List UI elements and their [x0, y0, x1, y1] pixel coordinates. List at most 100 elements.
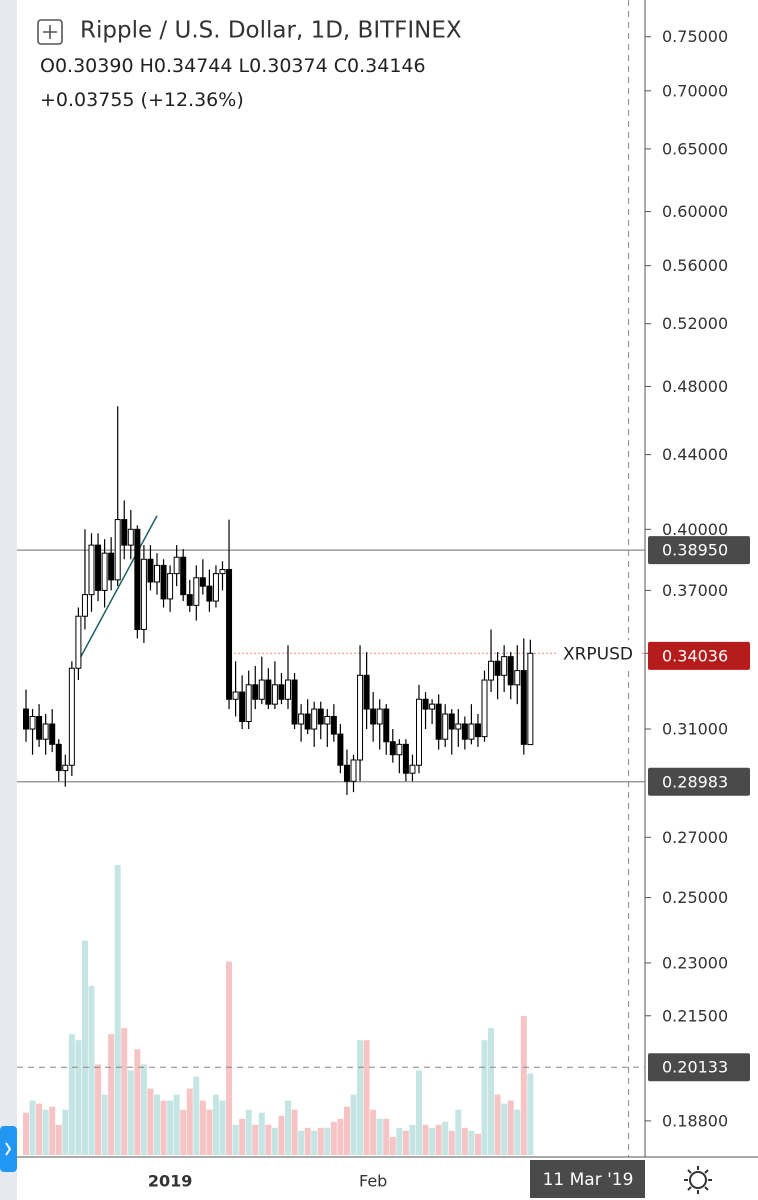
volume-bar — [416, 1070, 422, 1155]
candle-body — [252, 684, 259, 700]
volume-layer — [23, 865, 534, 1155]
crosshair-y-bg — [648, 1053, 750, 1082]
ohlc-key: O — [40, 55, 55, 77]
y-tick-label: 0.25000 — [662, 888, 728, 907]
volume-bar — [448, 1130, 455, 1155]
volume-bar — [271, 1127, 278, 1155]
change-line: +0.03755 (+12.36%) — [40, 89, 244, 111]
candle-body — [429, 703, 436, 710]
candle-body — [501, 656, 508, 676]
candle-body — [226, 568, 233, 700]
volume-bar — [101, 1094, 108, 1155]
volume-bar — [350, 1094, 357, 1155]
volume-bar — [343, 1106, 350, 1155]
volume-bar — [49, 1106, 56, 1155]
y-tick-label: 0.40000 — [662, 520, 728, 539]
tab-arrow — [5, 1142, 12, 1156]
level-label: 0.38950 — [662, 541, 728, 560]
candle-body — [199, 577, 206, 587]
collapse-icon[interactable] — [37, 19, 63, 45]
candle-body — [114, 519, 121, 581]
candle-body — [95, 544, 102, 591]
candle-body — [167, 573, 174, 600]
y-tick-label: 0.75000 — [662, 27, 728, 46]
candle-body — [304, 713, 311, 730]
candle-body — [396, 743, 403, 756]
volume-bar — [488, 1028, 495, 1155]
candle-body — [527, 652, 534, 746]
y-tick-label: 0.27000 — [662, 828, 728, 847]
volume-bar — [239, 1118, 246, 1155]
candle-body — [121, 519, 128, 546]
settings-icon[interactable] — [684, 1166, 712, 1194]
candle-body — [350, 759, 357, 782]
volume-bar — [370, 1109, 377, 1155]
volume-bar — [520, 1016, 527, 1155]
candle-body — [75, 615, 82, 669]
candle-body — [416, 698, 422, 766]
side-tab[interactable] — [0, 1126, 17, 1172]
candle-body — [507, 656, 514, 686]
candle-body — [514, 670, 521, 686]
collapse-plus — [43, 25, 57, 39]
candle-body — [193, 577, 200, 606]
candle-body — [402, 743, 409, 774]
candle-body — [285, 679, 291, 700]
bid-label: 0.34036 — [662, 646, 728, 665]
volume-bar — [481, 1040, 488, 1155]
volume-bar — [311, 1130, 318, 1155]
volume-bar — [23, 1112, 29, 1155]
volume-bar — [330, 1121, 337, 1155]
candle-layer — [23, 406, 534, 795]
candle-body — [448, 713, 455, 730]
candle-body — [298, 713, 305, 725]
settings-circle — [689, 1171, 707, 1189]
candle-body — [258, 679, 265, 700]
y-tick-label: 0.18800 — [662, 1111, 728, 1130]
ohlc-key: L — [239, 55, 250, 77]
change: +0.03755 — [40, 89, 135, 111]
candle-body — [389, 741, 396, 756]
volume-bar — [376, 1118, 383, 1155]
candle-body — [370, 708, 377, 725]
change-pct: (+12.36%) — [141, 89, 244, 111]
volume-bar — [88, 985, 95, 1155]
ohlc-value: 0.34146 — [347, 55, 426, 77]
volume-bar — [363, 1040, 370, 1155]
candle-body — [212, 573, 219, 602]
candle-body — [134, 528, 141, 630]
candle-body — [337, 733, 344, 766]
candle-body — [376, 708, 383, 725]
volume-bar — [494, 1094, 501, 1155]
symbol-label: XRPUSD — [563, 644, 633, 664]
candle-body — [461, 723, 468, 740]
volume-bar — [199, 1100, 206, 1155]
candle-body — [232, 691, 239, 700]
volume-bar — [154, 1094, 160, 1155]
side-strip — [0, 0, 17, 1200]
volume-bar — [62, 1109, 69, 1155]
volume-bar — [258, 1112, 265, 1155]
candle-body — [29, 715, 36, 730]
volume-bar — [501, 1103, 508, 1155]
volume-bar — [193, 1076, 200, 1155]
candle-body — [409, 764, 416, 774]
candle-body — [324, 715, 331, 725]
axis-layer: 0.38950 0.28983 0.75000 0.70000 0.65000 0.600… — [148, 27, 750, 1198]
volume-bar — [167, 1100, 174, 1155]
candle-body — [311, 708, 318, 730]
candle-body — [127, 528, 134, 546]
volume-bar — [317, 1127, 324, 1155]
candle-body — [383, 708, 390, 743]
candle-body — [49, 723, 56, 745]
volume-bar — [514, 1109, 521, 1155]
volume-bar — [298, 1130, 305, 1155]
volume-bar — [455, 1109, 462, 1155]
volume-bar — [212, 1094, 219, 1155]
ohlc-value: 0.30390 — [55, 55, 134, 77]
level-label-bg — [648, 767, 750, 796]
volume-bar — [442, 1121, 449, 1155]
candle-body — [219, 568, 226, 575]
candle-body — [330, 715, 337, 735]
volume-bar — [127, 1070, 134, 1155]
